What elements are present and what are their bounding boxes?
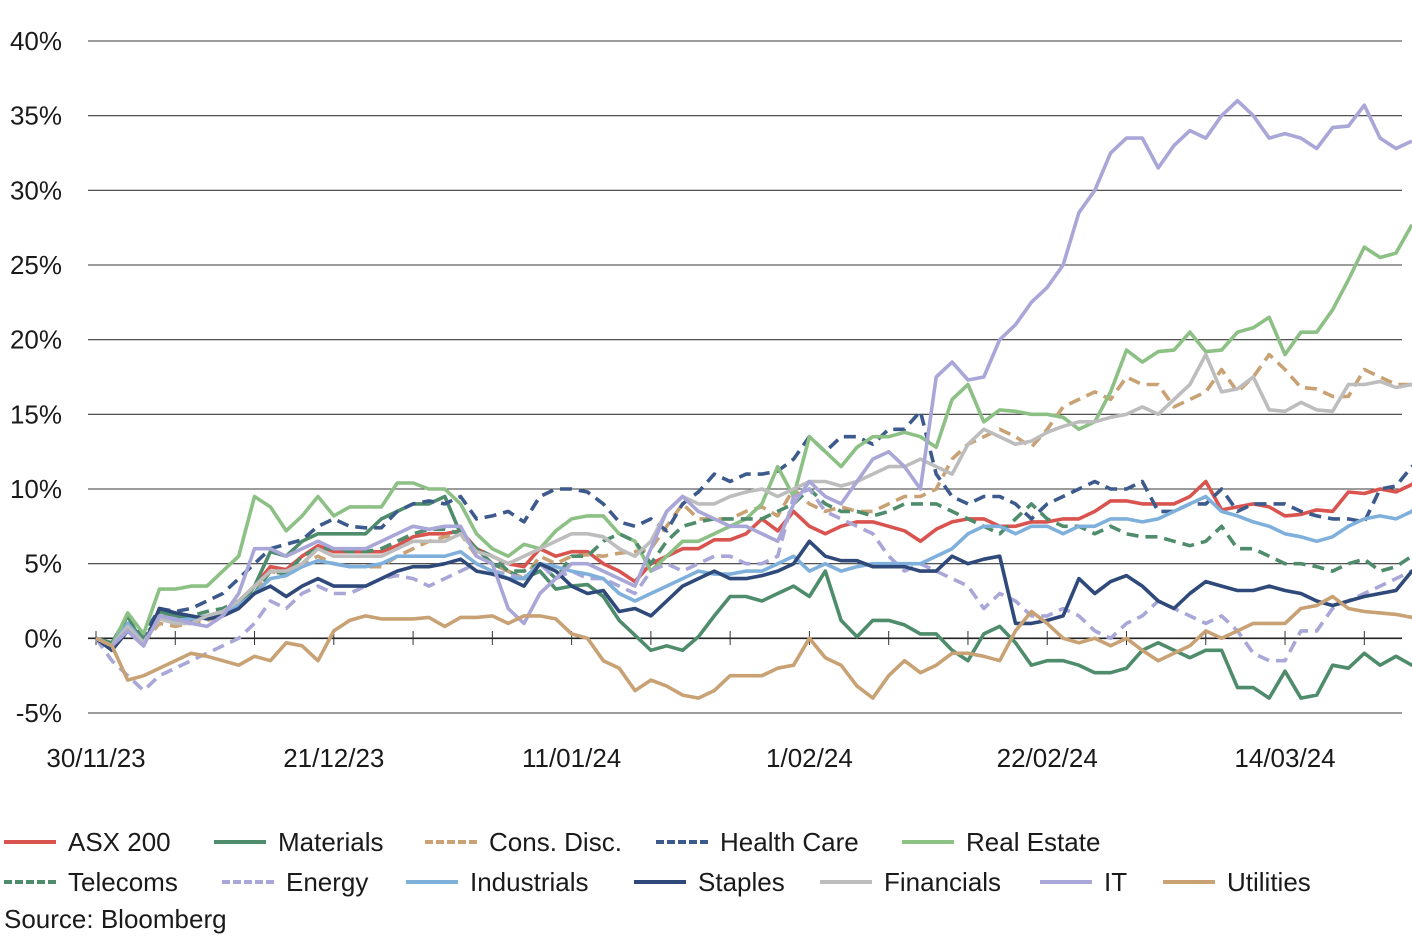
x-tick-label: 30/11/23 <box>46 743 145 773</box>
x-tick-label: 1/02/24 <box>766 743 853 773</box>
legend-item-financials: Financials <box>820 862 1001 902</box>
series-line-staples <box>94 539 1412 653</box>
legend-label: Telecoms <box>68 867 178 897</box>
series-line-materials <box>95 494 1412 700</box>
series-line-utilities <box>95 594 1412 700</box>
legend-item-materials: Materials <box>214 822 383 862</box>
legend-label: Staples <box>698 867 785 897</box>
series-line-it <box>95 98 1412 648</box>
legend-label: Industrials <box>470 867 589 897</box>
legend-label: Utilities <box>1227 867 1311 897</box>
legend-item-industrials: Industrials <box>406 862 589 902</box>
x-tick-label: 14/03/24 <box>1234 743 1335 773</box>
legend-swatch <box>902 840 954 844</box>
x-axis-tick-labels: 30/11/23 21/12/23 11/01/24 1/02/24 22/02/24 1… <box>46 743 1335 773</box>
legend-item-energy: Energy <box>222 862 368 902</box>
y-tick-label: 35% <box>10 101 62 131</box>
legend-swatch <box>1163 880 1215 884</box>
y-gridlines <box>88 40 1402 714</box>
y-tick-label: 25% <box>10 250 62 280</box>
source-note: Source: Bloomberg <box>4 904 227 934</box>
legend-item-real-estate: Real Estate <box>902 822 1100 862</box>
legend-swatch <box>406 880 458 884</box>
legend-label: ASX 200 <box>68 827 171 857</box>
legend-item-asx-200: ASX 200 <box>4 822 171 862</box>
y-tick-label: 5% <box>24 549 62 579</box>
legend-label: IT <box>1104 867 1128 897</box>
x-tick-label: 11/01/24 <box>522 743 621 773</box>
legend-label: Health Care <box>720 827 859 857</box>
legend-label: Materials <box>278 827 384 857</box>
y-tick-label: 10% <box>10 474 62 504</box>
legend-swatch <box>656 840 708 844</box>
series-line-financials <box>95 352 1412 648</box>
legend-item-utilities: Utilities <box>1163 862 1311 902</box>
legend-item-cons-disc: Cons. Disc. <box>425 822 622 862</box>
legend-swatch <box>425 840 477 844</box>
legend-swatch <box>4 840 56 844</box>
legend-swatch <box>214 840 266 844</box>
legend-item-health-care: Health Care <box>656 822 859 862</box>
series-line-industrials <box>95 494 1412 648</box>
series-lines <box>94 98 1412 700</box>
x-tick-label: 22/02/24 <box>997 743 1098 773</box>
series-line-telecoms <box>95 487 1412 648</box>
legend-item-it: IT <box>1040 862 1127 902</box>
legend-label: Cons. Disc. <box>489 827 622 857</box>
legend-label: Energy <box>286 867 369 897</box>
y-tick-label: 0% <box>24 623 62 653</box>
y-tick-label: 30% <box>10 175 62 205</box>
legend-swatch <box>4 880 56 884</box>
legend-swatch <box>1040 880 1092 884</box>
y-tick-label: 20% <box>10 325 62 355</box>
legend-label: Financials <box>884 867 1002 897</box>
line-chart: 40% 35% 30% 25% 20% 15% 10% 5% 0% -5% 30/11/23 21/… <box>10 26 1412 773</box>
legend-swatch <box>222 880 274 884</box>
series-line-energy <box>94 487 1412 693</box>
legend-item-telecoms: Telecoms <box>4 862 178 902</box>
series-line-real-estate <box>95 223 1412 648</box>
legend-label: Real Estate <box>966 827 1101 857</box>
legend-swatch <box>820 880 872 884</box>
y-axis-tick-labels: 40% 35% 30% 25% 20% 15% 10% 5% 0% -5% <box>10 26 62 728</box>
y-tick-label: 40% <box>10 26 62 56</box>
y-tick-label: -5% <box>16 698 62 728</box>
legend-item-staples: Staples <box>634 862 785 902</box>
y-tick-label: 15% <box>10 399 62 429</box>
x-tick-label: 21/12/23 <box>283 743 384 773</box>
series-line-health-care <box>95 409 1412 648</box>
legend-swatch <box>634 880 686 884</box>
x-axis-tick-marks <box>95 631 1365 645</box>
series-line-cons-disc <box>95 352 1412 648</box>
